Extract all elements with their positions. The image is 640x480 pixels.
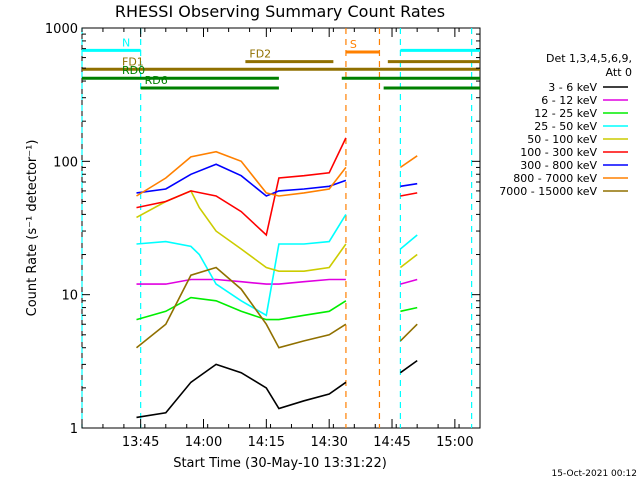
x-axis-label: Start Time (30-May-10 13:31:22) <box>173 456 387 471</box>
y-tick-label: 1000 <box>45 22 78 37</box>
y-tick-label: 10 <box>61 289 78 304</box>
x-tick-label: 14:00 <box>185 435 222 450</box>
x-axis-ticks: 13:45 14:00 14:15 14:30 14:45 15:00 <box>81 28 481 450</box>
series-line <box>135 266 418 349</box>
series-line <box>136 296 418 321</box>
chart-title: RHESSI Observing Summary Count Rates <box>115 2 445 21</box>
legend-label: 6 - 12 keV <box>541 94 597 107</box>
series-line <box>136 137 418 237</box>
x-tick-label: 14:15 <box>248 435 285 450</box>
data-series <box>135 137 418 419</box>
y-axis-ticks: 1 10 100 1000 <box>45 22 480 437</box>
legend-label: 300 - 800 keV <box>520 159 597 172</box>
x-tick-label: 13:45 <box>122 435 159 450</box>
flag-label: FD2 <box>249 48 271 61</box>
y-axis-label: Count Rate (s⁻¹ detector⁻¹) <box>25 140 40 317</box>
legend-label: 100 - 300 keV <box>520 146 597 159</box>
legend-label: 800 - 7000 keV <box>513 172 597 185</box>
y-tick-label: 1 <box>70 422 78 437</box>
legend-label: 12 - 25 keV <box>534 107 597 120</box>
flag-label: RD6 <box>145 74 168 87</box>
legend-header-line-1: Det 1,3,4,5,6,9, <box>546 52 632 65</box>
x-tick-label: 14:30 <box>310 435 347 450</box>
flag-label: RD0 <box>122 64 145 77</box>
x-tick-label: 14:45 <box>373 435 410 450</box>
legend-label: 7000 - 15000 keV <box>499 185 597 198</box>
legend-label: 3 - 6 keV <box>548 81 597 94</box>
flag-label: FD1 <box>122 55 144 68</box>
series-line <box>136 150 418 197</box>
y-tick-label: 100 <box>53 155 78 170</box>
x-tick-label: 15:00 <box>436 435 473 450</box>
legend-label: 25 - 50 keV <box>534 120 597 133</box>
legend-label: 50 - 100 keV <box>527 133 597 146</box>
flag-label: S <box>350 38 357 51</box>
series-line <box>136 163 418 197</box>
eclipse-lines <box>81 28 473 428</box>
legend-header-line-2: Att 0 <box>606 66 632 79</box>
series-line <box>136 359 418 419</box>
series-line <box>136 278 418 285</box>
series-line <box>136 213 418 317</box>
footer-date: 15-Oct-2021 00:12 <box>552 469 637 479</box>
flag-label: N <box>122 36 130 49</box>
